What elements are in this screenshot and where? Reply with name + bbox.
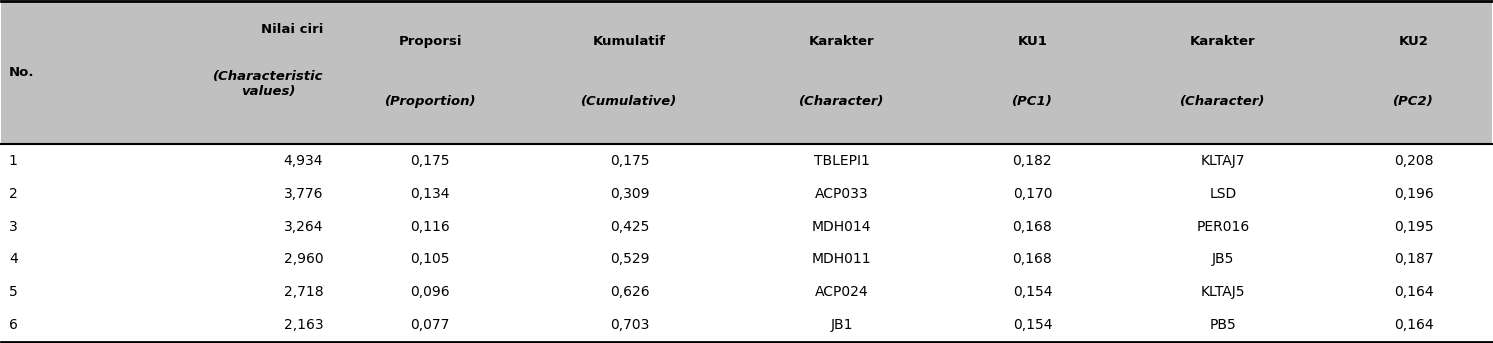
Text: 0,170: 0,170 xyxy=(1012,187,1053,201)
Text: PB5: PB5 xyxy=(1209,318,1236,332)
Text: JB5: JB5 xyxy=(1212,252,1235,267)
Text: (Character): (Character) xyxy=(799,95,884,108)
Text: MDH011: MDH011 xyxy=(812,252,872,267)
Text: 0,195: 0,195 xyxy=(1394,220,1433,234)
Text: Karakter: Karakter xyxy=(809,35,875,48)
Text: Nilai ciri: Nilai ciri xyxy=(261,23,322,36)
Text: 2,960: 2,960 xyxy=(284,252,322,267)
Text: (Characteristic
values): (Characteristic values) xyxy=(212,70,322,98)
Text: 0,187: 0,187 xyxy=(1394,252,1433,267)
Text: 0,168: 0,168 xyxy=(1012,220,1053,234)
Text: MDH014: MDH014 xyxy=(812,220,872,234)
Text: TBLEPI1: TBLEPI1 xyxy=(814,154,870,168)
Text: 0,154: 0,154 xyxy=(1012,285,1053,299)
Text: KLTAJ7: KLTAJ7 xyxy=(1200,154,1245,168)
Text: 1: 1 xyxy=(9,154,18,168)
Text: 3: 3 xyxy=(9,220,18,234)
Text: 0,175: 0,175 xyxy=(411,154,449,168)
Text: 4,934: 4,934 xyxy=(284,154,322,168)
Text: LSD: LSD xyxy=(1209,187,1236,201)
Text: PER016: PER016 xyxy=(1196,220,1250,234)
Text: 5: 5 xyxy=(9,285,18,299)
Text: 0,309: 0,309 xyxy=(609,187,649,201)
Text: 0,164: 0,164 xyxy=(1394,285,1433,299)
Text: 2,163: 2,163 xyxy=(284,318,322,332)
Text: 0,168: 0,168 xyxy=(1012,252,1053,267)
Text: 0,154: 0,154 xyxy=(1012,318,1053,332)
FancyBboxPatch shape xyxy=(1,144,1492,342)
Text: ACP024: ACP024 xyxy=(815,285,869,299)
Text: 0,164: 0,164 xyxy=(1394,318,1433,332)
Text: (PC1): (PC1) xyxy=(1012,95,1053,108)
Text: 2,718: 2,718 xyxy=(284,285,322,299)
Text: 3,776: 3,776 xyxy=(284,187,322,201)
Text: (Cumulative): (Cumulative) xyxy=(581,95,678,108)
Text: (PC2): (PC2) xyxy=(1393,95,1433,108)
Text: 0,529: 0,529 xyxy=(609,252,649,267)
Text: 0,208: 0,208 xyxy=(1394,154,1433,168)
Text: 2: 2 xyxy=(9,187,18,201)
Text: No.: No. xyxy=(9,66,34,79)
Text: 0,105: 0,105 xyxy=(411,252,449,267)
Text: 0,196: 0,196 xyxy=(1394,187,1433,201)
Text: JB1: JB1 xyxy=(830,318,853,332)
Text: 0,116: 0,116 xyxy=(411,220,449,234)
Text: 0,182: 0,182 xyxy=(1012,154,1053,168)
Text: 0,134: 0,134 xyxy=(411,187,449,201)
Text: (Character): (Character) xyxy=(1181,95,1266,108)
Text: (Proportion): (Proportion) xyxy=(385,95,476,108)
Text: 0,077: 0,077 xyxy=(411,318,449,332)
Text: KU2: KU2 xyxy=(1399,35,1429,48)
Text: Proporsi: Proporsi xyxy=(399,35,461,48)
Text: KU1: KU1 xyxy=(1017,35,1048,48)
Text: KLTAJ5: KLTAJ5 xyxy=(1200,285,1245,299)
Text: 0,175: 0,175 xyxy=(609,154,649,168)
FancyBboxPatch shape xyxy=(1,1,1492,144)
Text: 6: 6 xyxy=(9,318,18,332)
Text: ACP033: ACP033 xyxy=(815,187,869,201)
Text: 0,703: 0,703 xyxy=(609,318,649,332)
Text: 0,096: 0,096 xyxy=(411,285,449,299)
Text: Kumulatif: Kumulatif xyxy=(593,35,666,48)
Text: 4: 4 xyxy=(9,252,18,267)
Text: 3,264: 3,264 xyxy=(284,220,322,234)
Text: Karakter: Karakter xyxy=(1190,35,1256,48)
Text: 0,425: 0,425 xyxy=(609,220,649,234)
Text: 0,626: 0,626 xyxy=(609,285,649,299)
